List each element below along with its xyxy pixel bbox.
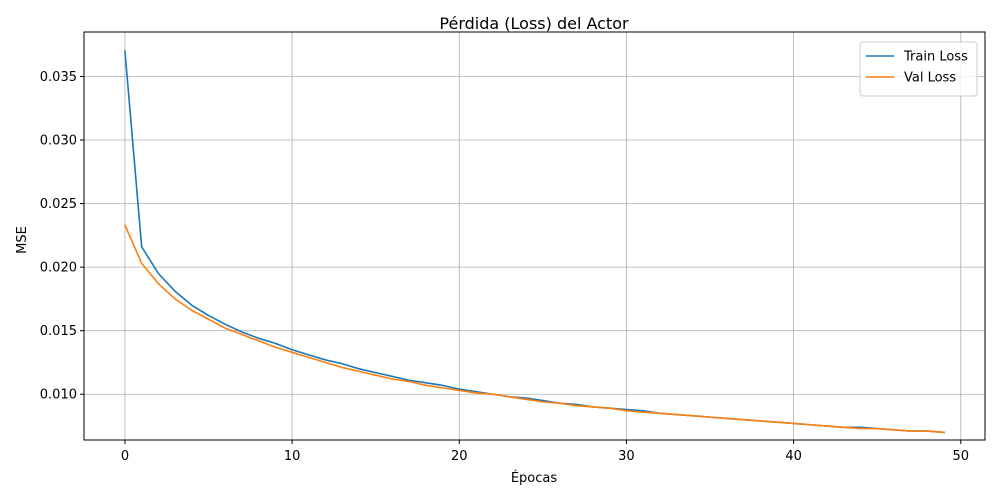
y-tick-label: 0.010 (40, 388, 77, 403)
x-tick-label: 30 (618, 449, 635, 464)
y-tick-label: 0.015 (40, 324, 77, 339)
x-axis-title: Épocas (511, 470, 558, 486)
legend-label: Train Loss (903, 50, 968, 65)
series-lines (123, 50, 945, 434)
x-tick-label: 0 (121, 449, 129, 464)
y-axis-title: MSE (15, 226, 30, 254)
x-tick-label: 10 (284, 449, 301, 464)
x-tick-label: 50 (952, 449, 969, 464)
y-tick-label: 0.020 (40, 261, 77, 276)
y-tick-label: 0.035 (40, 70, 77, 85)
legend: Train Loss Val Loss (859, 41, 978, 97)
plot-area-frame (83, 31, 986, 441)
series-line-val-loss (123, 224, 945, 434)
chart-title: Pérdida (Loss) del Actor (439, 14, 629, 33)
y-tick-label: 0.025 (40, 197, 77, 212)
y-tick-label: 0.030 (40, 134, 77, 149)
axis-ticks: 0 10 20 30 40 50 0.010 0.015 0.020 0.025 0.030 0.03… (40, 70, 969, 464)
x-tick-label: 40 (785, 449, 802, 464)
grid (84, 32, 985, 440)
x-tick-label: 20 (451, 449, 468, 464)
legend-label: Val Loss (904, 71, 956, 86)
